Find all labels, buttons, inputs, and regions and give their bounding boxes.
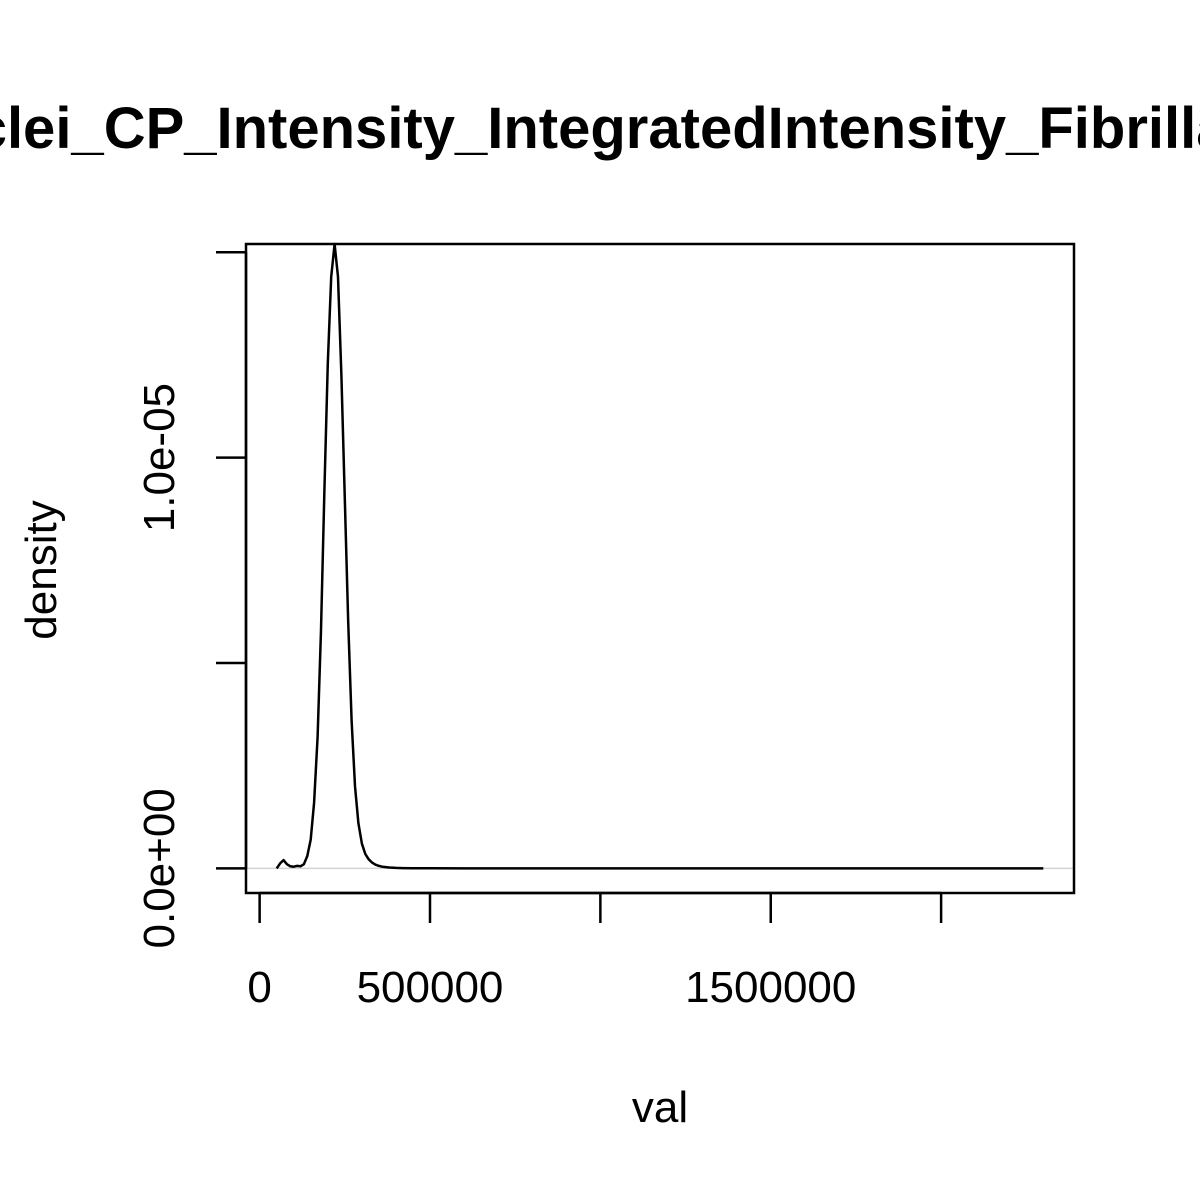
y-tick-label: 0.0e+00	[135, 788, 184, 948]
density-curve	[275, 242, 1044, 870]
x-tick-label: 1500000	[685, 963, 856, 1012]
chart-title: Nuclei_CP_Intensity_IntegratedIntensity_…	[0, 96, 1200, 161]
x-axis-label: val	[632, 1083, 688, 1132]
y-axis-label: density	[17, 500, 66, 639]
x-tick-label: 500000	[357, 963, 504, 1012]
y-tick-label: 1.0e-05	[135, 383, 184, 532]
plot-box	[244, 242, 1076, 895]
plot-layer: 0 500000 1500000 0.0e+00 1.0e-05	[135, 242, 1076, 1012]
x-tick-label: 0	[247, 963, 271, 1012]
